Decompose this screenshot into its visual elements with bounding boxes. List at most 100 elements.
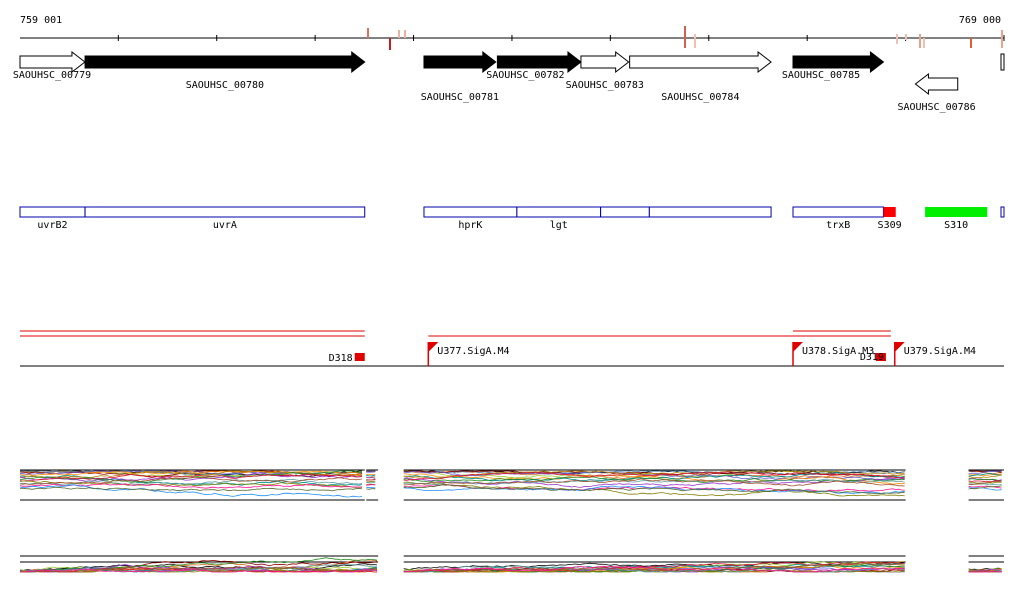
expression-profile-line — [968, 474, 1002, 479]
expression-profile-line — [366, 481, 376, 484]
terminator-marker — [875, 353, 886, 361]
expression-profile-line — [19, 472, 363, 482]
ruler-signal-mark — [389, 38, 391, 50]
gene-arrow — [629, 50, 772, 74]
expression-profile-line — [20, 557, 378, 573]
ruler-signal-mark — [919, 34, 921, 48]
expression-profile-line — [403, 481, 905, 497]
tu-promoter-flag — [428, 342, 439, 352]
ruler-signal-mark — [398, 30, 400, 38]
expression-profile-line — [403, 471, 905, 481]
region-segment — [423, 206, 518, 218]
gene-label: SAOUHSC_00781 — [421, 92, 499, 103]
terminator-marker — [354, 353, 365, 361]
region-label: uvrA — [213, 220, 237, 231]
expression-profile-line — [403, 565, 905, 573]
expression-profile-line — [403, 476, 905, 484]
expression-profile-line — [968, 478, 1002, 482]
region-feature — [925, 207, 988, 217]
gene-arrow — [914, 72, 959, 96]
gene-arrow — [84, 50, 366, 74]
region-segment — [792, 206, 884, 218]
expression-profile-line — [19, 476, 363, 485]
expression-profile-line — [19, 484, 363, 498]
expression-profile-line — [366, 474, 376, 477]
expression-profile-line — [366, 484, 376, 486]
region-label: lgt — [550, 220, 568, 231]
gene-arrow — [19, 50, 86, 74]
expression-profile-line — [403, 478, 905, 487]
expression-profile-line — [20, 566, 378, 573]
gene-arrow — [496, 50, 582, 74]
expression-profile-line — [19, 486, 363, 492]
expression-profile-line — [366, 479, 376, 481]
expression-profile-line — [968, 480, 1002, 483]
genes-track: SAOUHSC_00779 SAOUHSC_00780 SAOUHSC_00781 S… — [13, 50, 1005, 113]
expression-profile-line — [968, 485, 1002, 489]
expression-profile-line — [19, 567, 378, 573]
expression-profile-line — [366, 477, 376, 479]
ruler-signal-mark — [684, 26, 686, 48]
gene-arrow — [423, 50, 497, 74]
expression-profile-line — [403, 562, 905, 573]
region-segment — [516, 206, 602, 218]
region-segment — [648, 206, 772, 218]
expression-profile-line — [968, 473, 1002, 477]
expression-profile-line — [19, 568, 378, 573]
regions-track: uvrB2 uvrA hprK lgt trxB S309 S310 — [19, 206, 1005, 231]
partial-gene-mark — [1000, 53, 1005, 71]
expression-profile-line — [968, 485, 1002, 490]
tu-promoter-flag — [894, 342, 905, 352]
region-label: uvrB2 — [37, 220, 67, 231]
expression-profile-line — [366, 486, 376, 489]
region-feature-label: S309 — [878, 220, 902, 231]
expression-profile-line — [968, 487, 1002, 491]
gene-label: SAOUHSC_00784 — [661, 92, 739, 103]
gene-label: SAOUHSC_00782 — [486, 70, 564, 81]
expression-profile-line — [19, 473, 363, 482]
expression-profile-line — [403, 561, 905, 573]
tu-label: U378.SigA.M3 — [802, 346, 874, 357]
expression-profile-line — [968, 470, 1002, 474]
ruler-signal-mark — [896, 34, 898, 44]
ruler-signal-mark — [905, 34, 907, 40]
tu-label: U377.SigA.M4 — [437, 346, 509, 357]
region-segment — [600, 206, 650, 218]
expression-profile-line — [366, 470, 376, 473]
expression-profile-panel-top — [19, 469, 1004, 501]
expression-profile-line — [403, 473, 905, 485]
region-label: trxB — [826, 220, 850, 231]
region-segment — [19, 206, 86, 218]
ruler-signal-mark — [404, 30, 406, 38]
ruler-signal-mark — [367, 28, 369, 38]
gene-label: SAOUHSC_00780 — [186, 80, 264, 91]
ruler-signal-mark — [923, 38, 925, 48]
terminator-label: D319 — [860, 352, 884, 363]
expression-profile-line — [403, 476, 905, 488]
expression-profile-line — [19, 480, 363, 488]
ruler-signal-marks — [367, 26, 1003, 50]
gene-label: SAOUHSC_00779 — [13, 70, 91, 81]
gene-label: SAOUHSC_00783 — [566, 80, 644, 91]
expression-profile-line — [366, 488, 376, 490]
ruler-signal-mark — [694, 34, 696, 48]
gene-label: SAOUHSC_00786 — [897, 102, 975, 113]
tu-label: U379.SigA.M4 — [904, 346, 976, 357]
partial-region-mark — [1000, 206, 1005, 218]
expression-profile-line — [19, 470, 363, 477]
tu-promoter-flag — [793, 342, 804, 352]
expression-profile-line — [403, 484, 905, 495]
gene-arrow — [580, 50, 630, 74]
expression-profile-panel-bottom — [19, 555, 1004, 573]
ruler-end-label: 769 000 — [959, 15, 1001, 26]
expression-profile-line — [968, 570, 1002, 573]
transcription-units-track: U377.SigA.M4 U378.SigA.M3 U379.SigA.M4 D318… — [20, 330, 1004, 367]
region-segment — [84, 206, 366, 218]
expression-profile-line — [366, 480, 376, 483]
expression-profile-line — [403, 568, 905, 573]
gene-label: SAOUHSC_00785 — [782, 70, 860, 81]
terminator-label: D318 — [329, 353, 353, 364]
ruler-start-label: 759 001 — [20, 15, 62, 26]
expression-profile-line — [19, 478, 363, 486]
